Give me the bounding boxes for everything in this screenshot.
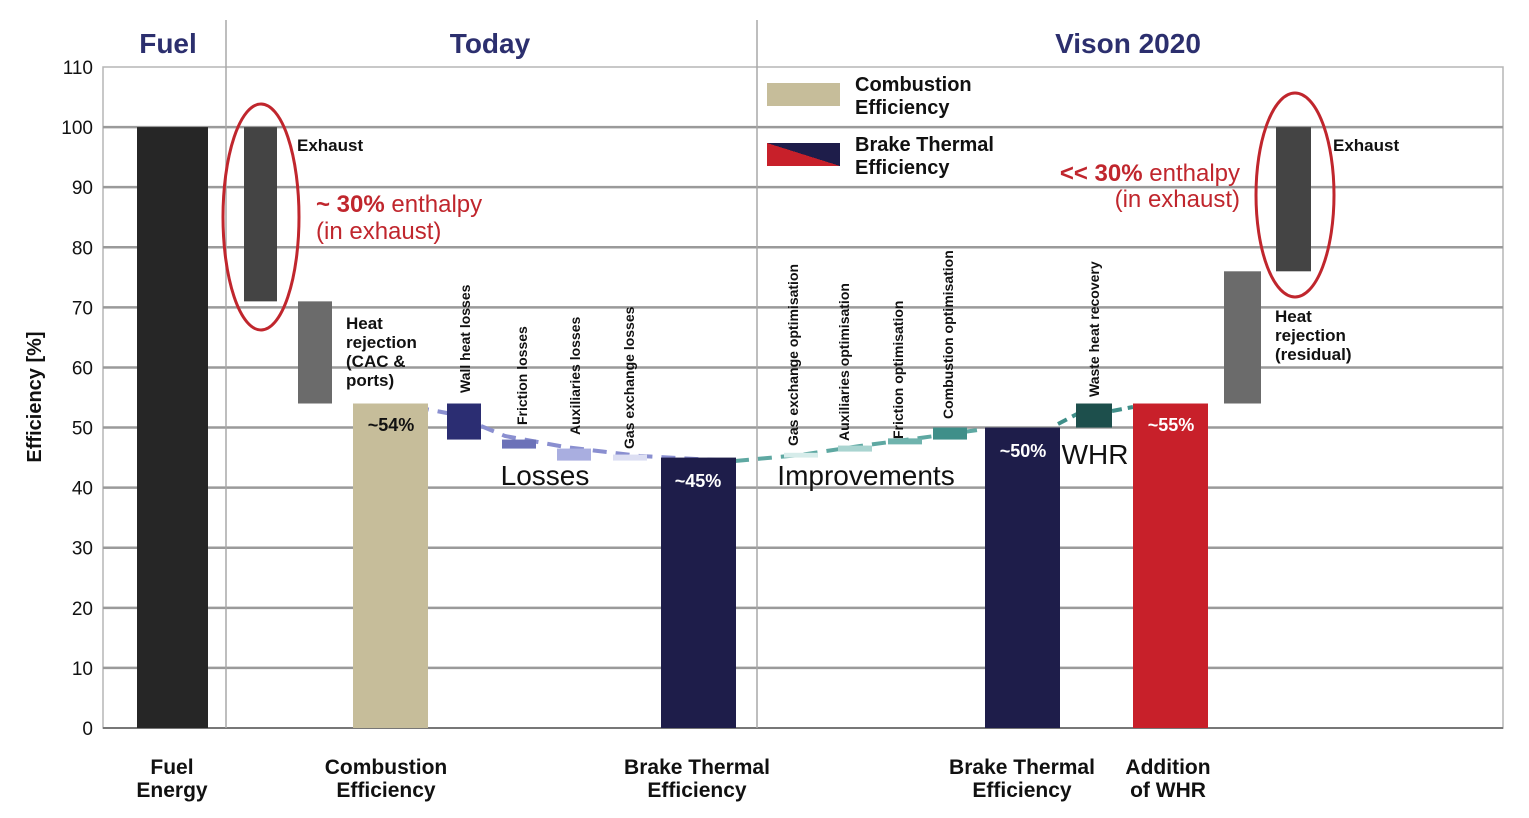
annotation-today-enthalpy: ~ 30% enthalpy (316, 191, 482, 218)
annotation-vision-enthalpy: << 30% enthalpy (1060, 160, 1240, 187)
section-title-vision: Vison 2020 (1055, 28, 1201, 59)
bar-gas-loss (613, 454, 647, 461)
legend-swatch-bte (767, 143, 840, 166)
legend-label-bte: Brake Thermal Efficiency (855, 134, 994, 179)
category-label-fuel-energy: Fuel Energy (136, 756, 208, 802)
y-tick-label-80: 80 (72, 238, 93, 259)
vertical-label-friction-opt: Friction optimisation (890, 301, 906, 439)
vertical-label-combustion-opt: Combustion optimisation (940, 250, 956, 419)
y-tick-label-40: 40 (72, 479, 93, 500)
category-label-combustion-eff: Combustion Efficiency (325, 756, 447, 802)
y-tick-label-90: 90 (72, 178, 93, 199)
vertical-label-friction-loss: Friction losses (514, 326, 530, 425)
annotation-improvements: Improvements (777, 460, 954, 491)
annotation-whr: WHR (1062, 439, 1129, 470)
note-heat-rejection-residual: Heat rejection (residual) (1275, 307, 1352, 364)
annotation-vision-enthalpy-line2: (in exhaust) (1115, 186, 1240, 213)
bar-aux-opt (838, 445, 872, 452)
y-axis-title: Efficiency [%] (24, 331, 46, 462)
note-exhaust-vision: Exhaust (1333, 136, 1399, 155)
vertical-label-aux-opt: Auxiliaries optimisation (836, 283, 852, 441)
y-tick-label-110: 110 (63, 58, 93, 79)
bar-whr (1076, 403, 1112, 428)
value-label-bte-vision: ~50% (1000, 441, 1047, 461)
bar-exhaust-today (244, 127, 277, 302)
bar-bte-vision (985, 427, 1060, 728)
y-tick-label-10: 10 (72, 659, 93, 680)
bar-friction-opt (888, 438, 922, 445)
bar-wall-heat (447, 403, 481, 440)
bar-addition-whr (1133, 403, 1208, 728)
y-tick-label-20: 20 (72, 599, 93, 620)
category-label-addition-whr: Addition of WHR (1125, 756, 1210, 802)
bar-combustion-opt (933, 427, 967, 440)
y-tick-label-70: 70 (72, 298, 93, 319)
y-tick-label-60: 60 (72, 358, 93, 379)
note-heat-rejection: Heat rejection (CAC & ports) (346, 314, 417, 390)
vertical-label-whr: Waste heat recovery (1086, 261, 1102, 397)
bar-fuel-energy (137, 127, 208, 728)
bar-gas-opt (784, 452, 818, 458)
section-title-fuel: Fuel (139, 28, 197, 59)
vertical-label-gas-loss: Gas exchange losses (621, 306, 637, 449)
exhaust-today-highlight-ellipse (221, 102, 301, 332)
bar-heat-rejection (298, 301, 332, 404)
bar-combustion-eff (353, 403, 428, 728)
legend-swatch-combustion (767, 83, 840, 106)
vertical-label-gas-opt: Gas exchange optimisation (785, 264, 801, 446)
section-title-today: Today (450, 28, 531, 59)
value-label-combustion-eff: ~54% (368, 415, 415, 435)
value-label-bte-today: ~45% (675, 471, 722, 491)
annotation-losses: Losses (501, 460, 590, 491)
bar-exhaust-vision (1276, 127, 1311, 272)
value-label-addition-whr: ~55% (1148, 415, 1195, 435)
bar-aux-loss (557, 448, 591, 461)
bar-bte-today (661, 457, 736, 728)
note-exhaust-today: Exhaust (297, 136, 363, 155)
bar-friction-loss (502, 439, 536, 449)
plot-frame (102, 66, 1504, 729)
y-tick-label-30: 30 (72, 539, 93, 560)
category-label-bte-today: Brake Thermal Efficiency (624, 756, 770, 802)
vertical-label-wall-heat: Wall heat losses (457, 284, 473, 393)
exhaust-vision-highlight-ellipse (1254, 91, 1336, 299)
legend-label-combustion: Combustion Efficiency (855, 74, 972, 119)
y-tick-label-50: 50 (72, 419, 93, 440)
vertical-label-aux-loss: Auxiliaries losses (567, 316, 583, 435)
annotation-today-enthalpy-line2: (in exhaust) (316, 218, 441, 245)
bar-heat-rejection-residual (1224, 271, 1261, 404)
category-label-bte-vision: Brake Thermal Efficiency (949, 756, 1095, 802)
whr-connector (1057, 405, 1134, 426)
y-tick-label-0: 0 (82, 719, 93, 740)
y-tick-label-100: 100 (61, 118, 93, 139)
